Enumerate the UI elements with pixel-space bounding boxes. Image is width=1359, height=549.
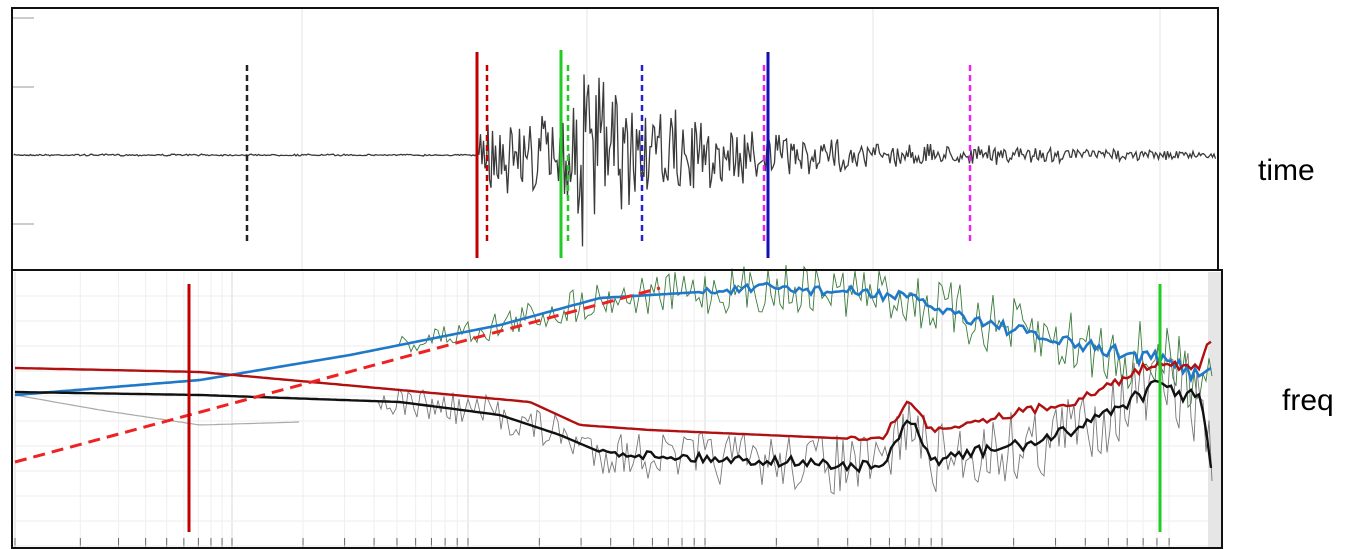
freq-panel (11, 269, 1223, 549)
spectrum-raw (14, 264, 1213, 409)
upper-smooth (14, 340, 1212, 442)
panel-label: freq (1282, 384, 1334, 417)
fit-line (14, 286, 661, 464)
spectrum-smooth (14, 281, 1212, 397)
time-markers (187, 50, 1162, 532)
panel-label: time (1258, 154, 1315, 187)
noise-raw-low (14, 394, 300, 426)
noise-smooth (14, 379, 1213, 474)
waveform (13, 74, 1217, 247)
traces (13, 74, 1217, 495)
shade (1208, 272, 1222, 548)
grid (12, 9, 1221, 547)
noise-raw (15, 345, 1213, 495)
